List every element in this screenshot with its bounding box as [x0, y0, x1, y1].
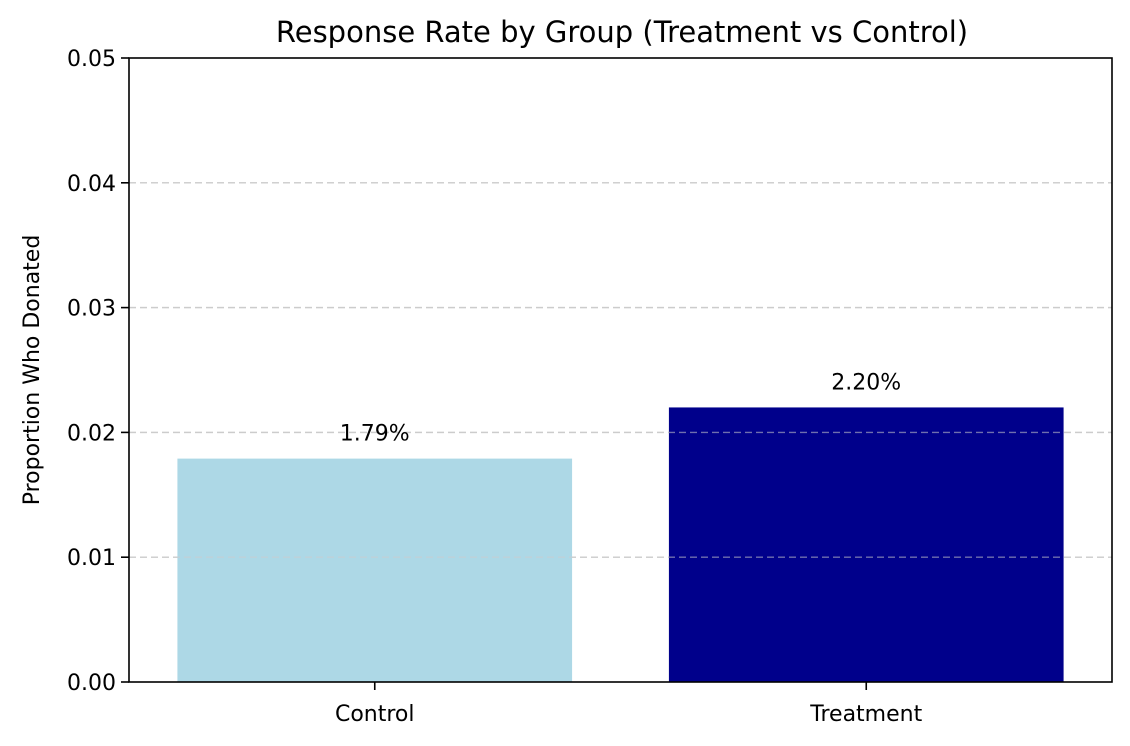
y-axis: 0.00 0.01 0.02 0.03 0.04 0.05: [67, 47, 129, 696]
y-tick-label: 0.04: [67, 172, 116, 197]
x-axis: Control Treatment: [335, 682, 923, 727]
bar-value-labels: 1.79% 2.20%: [340, 370, 901, 446]
y-tick-label: 0.01: [67, 546, 116, 571]
bar-value-label: 2.20%: [831, 370, 901, 395]
bar-treatment: [668, 407, 1064, 682]
y-tick-label: 0.05: [67, 47, 116, 72]
gridlines-overlay: [129, 182, 1112, 558]
bar-value-label: 1.79%: [340, 422, 410, 447]
y-axis-label: Proportion Who Donated: [20, 235, 45, 506]
plot-frame: [128, 57, 1113, 683]
y-tick-label: 0.02: [67, 421, 116, 446]
x-tick-label: Treatment: [809, 702, 922, 727]
x-tick-label: Control: [335, 702, 415, 727]
bar-control: [177, 458, 573, 682]
y-tick-label: 0.03: [67, 297, 116, 322]
bars: [177, 407, 1064, 682]
chart-title: Response Rate by Group (Treatment vs Con…: [276, 15, 968, 49]
y-tick-label: 0.00: [67, 671, 116, 696]
